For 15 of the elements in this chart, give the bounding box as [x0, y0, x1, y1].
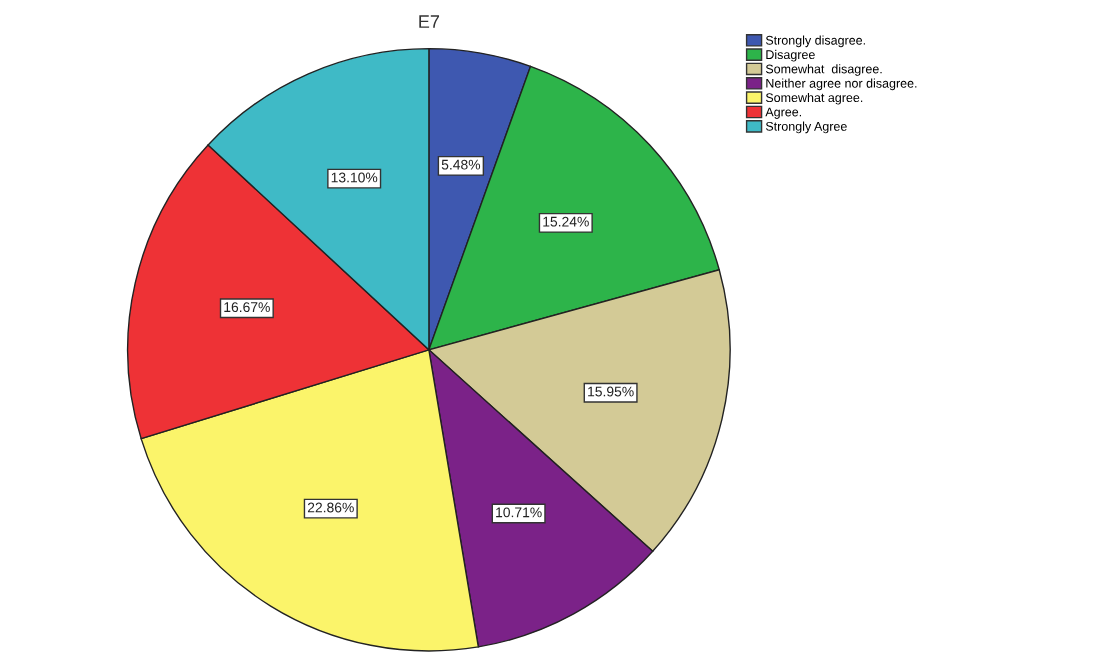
legend-label: Disagree: [766, 49, 815, 62]
legend-label: Neither agree nor disagree.: [766, 78, 917, 91]
data-label: 10.71%: [496, 507, 542, 518]
legend-label: Somewhat disagree.: [765, 64, 882, 76]
legend-label: Agree.: [765, 107, 802, 119]
data-label: 22.86%: [307, 502, 354, 513]
data-label: 15.24%: [543, 216, 589, 227]
chart-title: E7: [419, 15, 440, 28]
legend-label: Strongly disagree.: [765, 35, 865, 48]
data-label: 5.48%: [441, 159, 481, 170]
legend-label: Somewhat agree.: [765, 92, 863, 105]
legend-label: Strongly Agree: [765, 121, 847, 134]
data-label: 13.10%: [331, 172, 378, 183]
data-label: 15.95%: [588, 386, 634, 397]
data-label: 16.67%: [224, 302, 270, 313]
